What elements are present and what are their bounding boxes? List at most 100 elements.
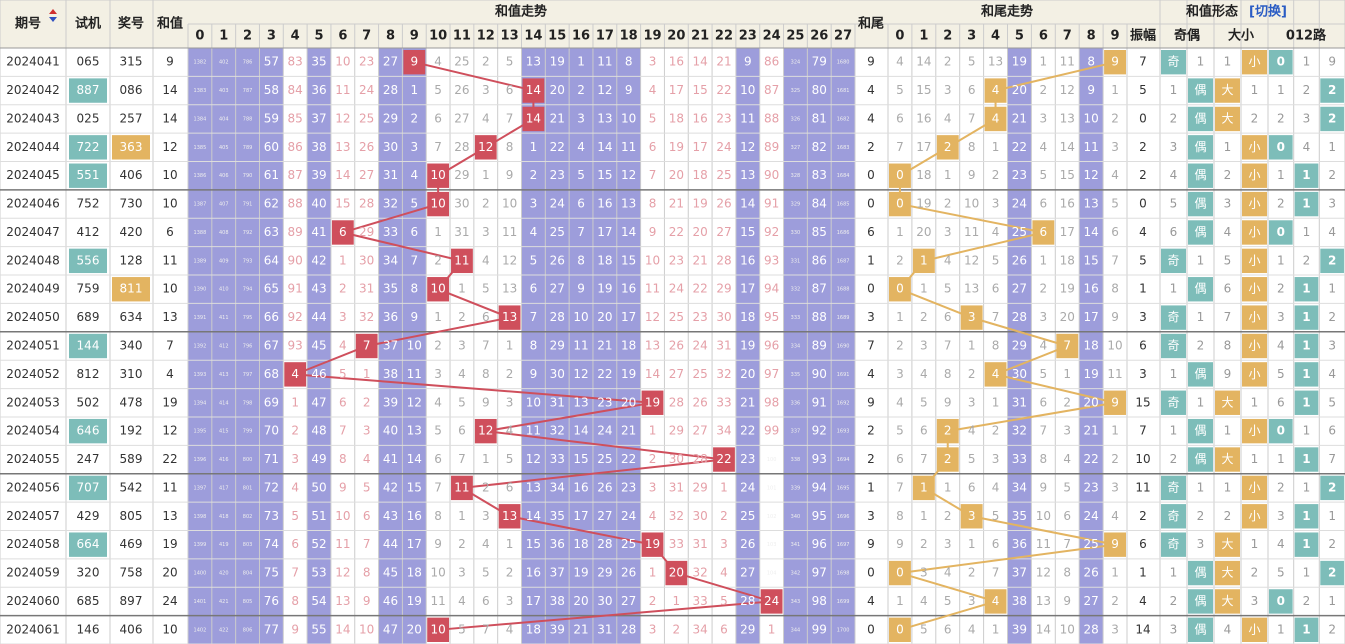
sum-hit-label: 10 — [430, 197, 445, 211]
sum-omission: 326 — [791, 116, 801, 122]
sum-col-label: 23 — [739, 29, 757, 44]
sum-omission: 790 — [243, 173, 253, 179]
sum-omission: 1 — [339, 253, 347, 267]
sum-omission: 327 — [791, 145, 801, 151]
sum-omission: 21 — [550, 111, 565, 125]
test-number: 722 — [77, 140, 100, 154]
sum-omission: 10 — [502, 197, 517, 211]
test-number: 412 — [77, 225, 100, 239]
sum-omission: 1696 — [837, 514, 850, 520]
sum-omission: 39 — [311, 168, 326, 182]
road: 5 — [1328, 395, 1336, 409]
test-number: 551 — [77, 168, 100, 182]
sum-col-label: 6 — [338, 29, 347, 44]
sum-hit-label: 10 — [430, 168, 445, 182]
odd-even: 奇 — [1167, 509, 1179, 523]
sum-omission: 20 — [621, 395, 636, 409]
sum-omission: 1391 — [194, 315, 207, 321]
switch-link[interactable]: [切换] — [1249, 4, 1287, 20]
tail-omission: 3 — [968, 395, 976, 409]
sum-omission: 791 — [243, 202, 253, 208]
sum-omission: 98 — [764, 395, 779, 409]
tail-omission: 6 — [1040, 395, 1048, 409]
sum-omission: 17 — [740, 282, 755, 296]
sum-omission: 40 — [311, 197, 326, 211]
tail-omission: 7 — [992, 566, 1000, 580]
test-number: 502 — [77, 395, 100, 409]
sum-omission: 417 — [219, 485, 229, 491]
sum-omission: 7 — [291, 566, 299, 580]
odd-even: 偶 — [1194, 140, 1206, 154]
tail-value: 2 — [867, 452, 875, 466]
sum-omission: 31 — [597, 622, 612, 636]
sum-omission: 27 — [740, 566, 755, 580]
tail-col-label: 5 — [1015, 29, 1024, 44]
tail-omission: 26 — [1012, 253, 1027, 267]
odd-even: 1 — [1197, 395, 1205, 409]
sum-omission: 13 — [335, 140, 350, 154]
sum-omission: 1 — [530, 140, 538, 154]
sum-omission: 33 — [693, 594, 708, 608]
sum-omission: 13 — [740, 168, 755, 182]
big-small-hit — [1242, 418, 1267, 444]
sum-omission: 95 — [764, 310, 779, 324]
road: 0 — [1277, 225, 1285, 239]
sum-omission: 23 — [359, 55, 374, 69]
sum-omission: 85 — [288, 111, 303, 125]
sum-omission: 15 — [597, 168, 612, 182]
sum-omission: 6 — [339, 395, 347, 409]
sum-omission: 15 — [693, 83, 708, 97]
sum-omission: 76 — [264, 594, 279, 608]
sum-omission: 24 — [669, 282, 684, 296]
header-label: 期号 — [15, 17, 41, 32]
sum-hit — [474, 135, 497, 160]
tail-col-label: 3 — [967, 29, 976, 44]
tail-omission: 15 — [916, 83, 931, 97]
sum-omission: 4 — [458, 367, 466, 381]
sum-omission: 337 — [791, 429, 801, 435]
sum-col-label: 20 — [667, 29, 685, 44]
sum-omission: 33 — [550, 452, 565, 466]
sum-hit — [427, 277, 450, 302]
tail-omission: 20 — [1084, 395, 1099, 409]
sum-omission: 1 — [482, 168, 490, 182]
test-number: 320 — [77, 566, 100, 580]
odd-even: 1 — [1170, 282, 1178, 296]
sum-omission: 10 — [430, 566, 445, 580]
tail-value: 0 — [867, 197, 875, 211]
sum-omission: 25 — [597, 452, 612, 466]
sum-omission: 7 — [482, 622, 490, 636]
col-shade — [1079, 48, 1104, 644]
odd-even: 1 — [1197, 480, 1205, 494]
tail-col-label: 8 — [1087, 29, 1096, 44]
test-number: 247 — [77, 452, 100, 466]
sum-omission: 4 — [458, 594, 466, 608]
tail-hit — [912, 475, 935, 501]
sum-omission: 42 — [311, 253, 326, 267]
tail-omission: 3 — [1040, 310, 1048, 324]
sum-omission: 329 — [791, 202, 801, 208]
sum-omission: 42 — [383, 480, 398, 494]
tail-value: 1 — [867, 480, 875, 494]
sum-omission: 5 — [410, 197, 418, 211]
sum-omission: 1684 — [837, 173, 850, 179]
sum-omission: 31 — [359, 282, 374, 296]
sum-omission: 17 — [597, 225, 612, 239]
prize-number: 406 — [120, 168, 143, 182]
tail-omission: 4 — [1040, 140, 1048, 154]
sum-value: 24 — [162, 594, 177, 608]
sum-value: 11 — [162, 480, 177, 494]
header-label: 大小 — [1228, 28, 1254, 44]
sum-omission: 2 — [649, 594, 657, 608]
road: 4 — [1303, 140, 1311, 154]
tail-omission: 6 — [968, 83, 976, 97]
sum-omission: 98 — [812, 594, 827, 608]
sum-omission: 27 — [454, 111, 469, 125]
sum-omission: 26 — [740, 537, 755, 551]
sum-omission: 4 — [434, 395, 442, 409]
sum-omission: 3 — [410, 140, 418, 154]
sum-omission: 794 — [243, 287, 253, 293]
odd-even: 奇 — [1167, 339, 1179, 353]
sum-omission: 14 — [740, 197, 755, 211]
tail-omission: 8 — [1063, 566, 1071, 580]
